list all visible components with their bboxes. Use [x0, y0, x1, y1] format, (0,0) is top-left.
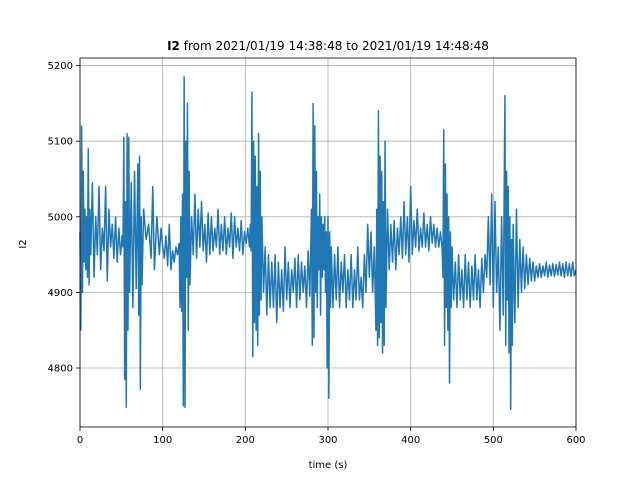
series-line [79, 76, 577, 411]
x-tick-label: 600 [566, 435, 585, 446]
y-tick-label: 4800 [48, 364, 73, 375]
x-axis-label: time (s) [309, 460, 348, 471]
x-tick-label: 0 [77, 435, 83, 446]
x-tick-label: 500 [484, 435, 503, 446]
x-tick-label: 300 [318, 435, 337, 446]
axis-ticks: 0 100 200 300 400 500 600 4800 4900 5000 5100 5200 [48, 57, 586, 446]
y-tick-label: 5200 [48, 61, 73, 72]
chart-title-rest: from 2021/01/19 14:38:48 to 2021/01/19 1… [180, 39, 489, 53]
x-tick-label: 100 [153, 435, 172, 446]
y-tick-label: 5000 [48, 212, 73, 223]
plot-area [79, 76, 577, 411]
x-tick-label: 400 [401, 435, 420, 446]
y-axis-label: I2 [18, 239, 29, 248]
chart-title: I2 from 2021/01/19 14:38:48 to 2021/01/1… [167, 39, 489, 53]
y-tick-label: 5100 [48, 137, 73, 148]
y-tick-label: 4900 [48, 288, 73, 299]
chart-title-bold: I2 [167, 39, 180, 53]
x-tick-label: 200 [236, 435, 255, 446]
